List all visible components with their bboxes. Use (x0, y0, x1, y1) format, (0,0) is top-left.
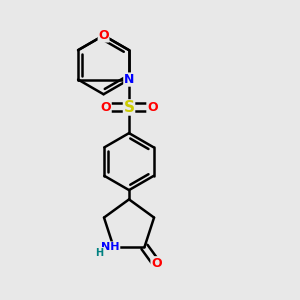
Text: H: H (96, 248, 104, 258)
Text: O: O (151, 257, 162, 270)
Text: O: O (147, 101, 158, 114)
Text: N: N (124, 73, 134, 86)
Text: S: S (124, 100, 134, 115)
Text: NH: NH (101, 242, 120, 252)
Text: O: O (98, 29, 109, 42)
Text: O: O (100, 101, 111, 114)
